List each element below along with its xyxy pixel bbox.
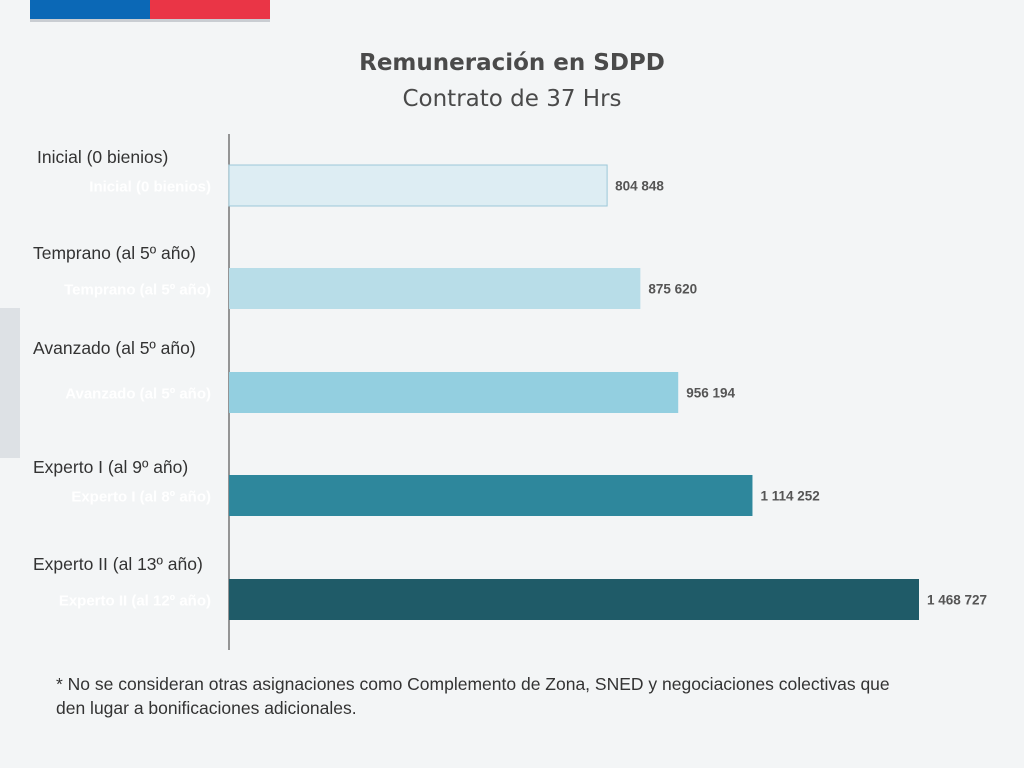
value-label-4: 1 114 252 bbox=[760, 489, 819, 504]
flag-blue-stripe bbox=[30, 0, 150, 19]
ghost-label-3: Avanzado (al 5º año) bbox=[65, 386, 211, 403]
bar-1 bbox=[228, 164, 608, 207]
ghost-label-1: Inicial (0 bienios) bbox=[89, 179, 211, 196]
chart-title: Remuneración en SDPD bbox=[359, 50, 665, 76]
bar-2 bbox=[229, 268, 641, 309]
bar-4 bbox=[229, 475, 753, 516]
value-label-5: 1 468 727 bbox=[927, 593, 987, 608]
side-tab bbox=[0, 308, 20, 458]
footnote: * No se consideran otras asignaciones co… bbox=[56, 674, 890, 718]
category-label-3: Avanzado (al 5º año) bbox=[33, 338, 196, 358]
category-label-2: Temprano (al 5º año) bbox=[33, 243, 196, 263]
value-label-3: 956 194 bbox=[686, 386, 735, 401]
category-label-5: Experto II (al 13º año) bbox=[33, 554, 203, 574]
ghost-label-4: Experto I (al 8º año) bbox=[71, 489, 211, 506]
value-label-1: 804 848 bbox=[615, 179, 664, 194]
flag-red-stripe bbox=[150, 0, 270, 19]
chart-subtitle: Contrato de 37 Hrs bbox=[402, 86, 622, 112]
ghost-label-2: Temprano (al 5º año) bbox=[64, 282, 211, 299]
category-label-1: Inicial (0 bienios) bbox=[37, 147, 168, 167]
ghost-label-5: Experto II (al 12º año) bbox=[59, 593, 211, 610]
category-label-4: Experto I (al 9º año) bbox=[33, 457, 188, 477]
flag-underline bbox=[30, 19, 270, 22]
bar-5 bbox=[229, 579, 919, 620]
bar-3 bbox=[229, 372, 679, 413]
value-label-2: 875 620 bbox=[648, 282, 697, 297]
